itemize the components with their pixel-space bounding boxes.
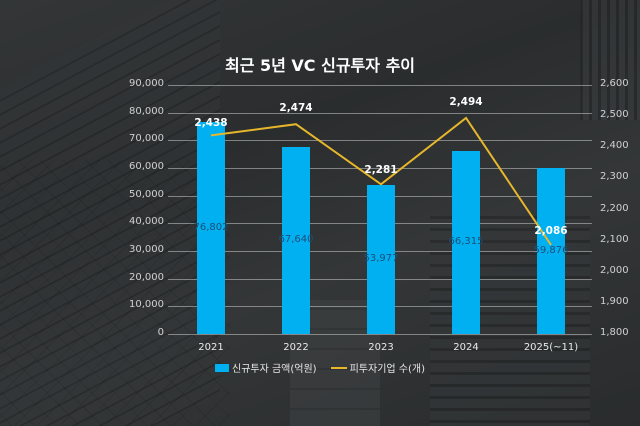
legend-bar-label: 신규투자 금액(억원): [232, 364, 317, 375]
gridline: [168, 168, 592, 169]
legend-line-swatch: [330, 366, 347, 369]
left-axis-tick: 70,000: [129, 133, 164, 145]
legend-line-label: 피투자기업 수(개): [349, 364, 425, 375]
right-axis-tick: 2,400: [600, 140, 629, 152]
left-axis-tick: 50,000: [129, 188, 164, 200]
line-value-label: 2,086: [534, 224, 568, 237]
legend-item-bar: 신규투자 금액(억원): [215, 360, 317, 375]
bar-value-label: 76,802: [193, 221, 229, 233]
x-axis-label: 2023: [368, 342, 394, 353]
left-axis-tick: 0: [157, 327, 164, 338]
chart-title: 최근 5년 VC 신규투자 추이: [224, 56, 416, 75]
left-axis-tick: 30,000: [129, 244, 164, 255]
bar: [282, 146, 310, 334]
right-axis-tick: 2,000: [600, 264, 629, 276]
left-axis-tick: 20,000: [129, 271, 164, 283]
left-axis-tick: 40,000: [129, 216, 164, 228]
line-value-label: 2,438: [194, 117, 228, 130]
gridline: [168, 334, 592, 335]
right-axis-tick: 1,800: [600, 327, 629, 338]
x-axis-label: 2025(~11): [523, 342, 579, 353]
left-axis-tick: 60,000: [129, 161, 164, 172]
gridline: [168, 85, 592, 86]
bar-value-label: 59,876: [533, 245, 569, 257]
bar: [452, 150, 480, 334]
line-value-label: 2,494: [449, 95, 483, 108]
background-building-grid: [0, 160, 230, 426]
right-axis-tick: 2,500: [600, 109, 629, 121]
right-axis-tick: 2,300: [600, 171, 629, 183]
right-axis-tick: 2,200: [600, 202, 629, 214]
right-axis-tick: 1,900: [600, 295, 629, 307]
legend-bar-swatch: [215, 363, 229, 372]
line-path: [210, 116, 552, 246]
x-axis-label: 2022: [283, 342, 309, 353]
bar: [537, 168, 565, 334]
left-axis-tick: 90,000: [129, 78, 164, 89]
bar-value-label: 53,977: [363, 253, 399, 265]
x-axis-label: 2021: [198, 342, 224, 353]
bar-value-label: 66,315: [448, 236, 484, 248]
background-building: [580, 0, 640, 120]
gridline: [168, 112, 592, 114]
line-value-label: 2,281: [364, 164, 398, 177]
legend: 신규투자 금액(억원) 피투자기업 수(개): [0, 360, 640, 375]
right-axis-tick: 2,100: [600, 233, 629, 245]
left-axis-tick: 80,000: [129, 105, 164, 117]
right-axis-tick: 2,600: [600, 78, 629, 89]
x-axis-label: 2024: [453, 342, 479, 353]
gridline: [168, 140, 592, 142]
legend-item-line: 피투자기업 수(개): [330, 360, 425, 375]
line-value-label: 2,474: [279, 102, 313, 115]
left-axis-tick: 10,000: [129, 299, 164, 311]
bar: [197, 121, 225, 334]
bar: [367, 184, 395, 334]
bar-value-label: 67,640: [278, 234, 314, 246]
